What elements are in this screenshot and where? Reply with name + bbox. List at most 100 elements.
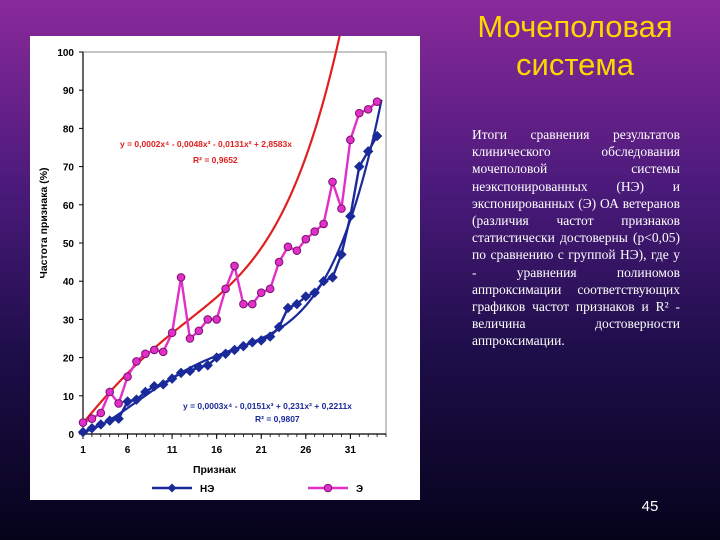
trendline-equation-ne: y = 0,0003x⁴ - 0,0151x³ + 0,231x² + 0,22… — [183, 401, 352, 411]
data-point-e — [301, 234, 311, 244]
data-point-ne — [327, 272, 338, 283]
slide-title: Мочеполовая система — [477, 9, 673, 82]
data-point-ne — [140, 386, 151, 398]
data-point-ne — [318, 275, 329, 287]
data-point-e — [221, 284, 230, 294]
data-point-e — [96, 408, 106, 418]
data-point-ne — [371, 130, 383, 142]
y-tick-label: 50 — [63, 239, 75, 250]
data-point-ne — [77, 426, 89, 438]
data-point-ne — [104, 415, 115, 426]
data-point-e — [78, 418, 88, 427]
data-point-e — [239, 299, 248, 309]
data-point-ne — [95, 419, 107, 430]
data-point-ne — [211, 352, 222, 363]
y-axis-label: Частота признака (%) — [38, 167, 50, 278]
data-point-ne — [345, 211, 356, 222]
data-point-e — [203, 315, 213, 324]
data-point-e — [274, 257, 284, 267]
series-line-e — [82, 100, 378, 424]
legend-marker-e — [323, 483, 333, 493]
data-point-e — [141, 349, 150, 359]
chart-panel: 0 10 20 30 40 50 60 70 80 90 100 1 6 11 16 21 26 31 Призна… — [30, 36, 420, 500]
y-tick-label: 80 — [63, 124, 75, 135]
data-point-e — [283, 242, 293, 252]
data-point-ne — [247, 337, 258, 348]
data-point-ne — [193, 361, 205, 373]
data-point-ne — [282, 302, 294, 314]
data-point-ne — [273, 321, 285, 333]
data-point-ne — [131, 394, 142, 405]
plot-area — [82, 51, 387, 435]
legend-label-e: Э — [356, 484, 363, 495]
data-point-ne — [184, 365, 196, 377]
y-tick-label: 70 — [63, 163, 75, 174]
data-point-ne — [336, 249, 347, 260]
data-point-e — [158, 347, 168, 357]
data-point-e — [310, 227, 320, 236]
data-point-e — [87, 414, 97, 424]
x-tick-label: 1 — [80, 445, 86, 456]
y-tick-label: 0 — [68, 430, 74, 441]
data-point-e — [328, 177, 337, 187]
data-point-ne — [354, 161, 365, 172]
x-tick-label: 26 — [300, 445, 312, 456]
data-point-ne — [264, 331, 276, 342]
data-point-e — [230, 261, 239, 271]
data-point-e — [105, 387, 115, 397]
data-point-ne — [175, 367, 187, 379]
trendline-r2-e: R² = 0,9652 — [193, 155, 238, 165]
data-point-e — [114, 399, 123, 408]
data-point-e — [346, 135, 355, 145]
x-axis-label: Признак — [193, 464, 237, 476]
data-point-e — [185, 334, 195, 343]
data-point-e — [167, 328, 177, 338]
data-point-ne — [229, 344, 240, 356]
data-point-ne — [113, 413, 124, 424]
y-tick-label: 40 — [63, 277, 75, 288]
y-tick-label: 10 — [63, 392, 75, 403]
data-point-e — [248, 299, 257, 309]
x-tick-label: 21 — [256, 445, 268, 456]
data-point-ne — [157, 379, 169, 390]
legend-marker-ne — [167, 483, 177, 493]
data-point-e — [176, 273, 186, 282]
data-point-ne — [300, 291, 312, 302]
data-point-ne — [362, 146, 374, 157]
description-text: Итоги сравнения результатов клинического… — [472, 127, 680, 349]
data-point-ne — [202, 360, 213, 371]
data-point-ne — [238, 340, 249, 352]
data-point-e — [372, 97, 382, 106]
y-tick-label: 30 — [63, 315, 75, 326]
data-point-e — [194, 326, 204, 336]
y-tick-label: 60 — [63, 201, 75, 212]
series-line-ne — [82, 135, 379, 434]
data-point-e — [363, 105, 373, 114]
data-point-ne — [149, 381, 160, 392]
trendline-r2-ne: R² = 0,9807 — [255, 414, 300, 424]
data-point-e — [292, 246, 302, 255]
data-point-ne — [220, 348, 231, 359]
data-point-e — [132, 357, 141, 366]
data-point-ne — [122, 396, 133, 407]
x-tick-label: 6 — [125, 445, 131, 456]
y-tick-label: 20 — [63, 354, 75, 365]
data-point-e — [123, 372, 132, 382]
x-tick-label: 16 — [211, 445, 223, 456]
data-point-e — [256, 288, 266, 297]
y-tick-label: 90 — [63, 86, 75, 97]
data-point-ne — [291, 298, 303, 310]
trendline-equation-e: y = 0,0002x⁴ - 0,0048x³ - 0,0131x² + 2,8… — [120, 139, 292, 149]
data-point-ne — [256, 335, 267, 346]
data-point-e — [212, 315, 221, 324]
page-number: 45 — [641, 498, 659, 515]
data-point-ne — [309, 287, 320, 298]
data-point-e — [337, 204, 346, 213]
y-tick-label: 100 — [57, 48, 74, 59]
data-point-e — [354, 108, 364, 118]
legend-label-ne: НЭ — [200, 484, 214, 495]
data-point-ne — [166, 373, 178, 384]
data-point-ne — [86, 423, 98, 434]
data-point-e — [319, 219, 328, 229]
